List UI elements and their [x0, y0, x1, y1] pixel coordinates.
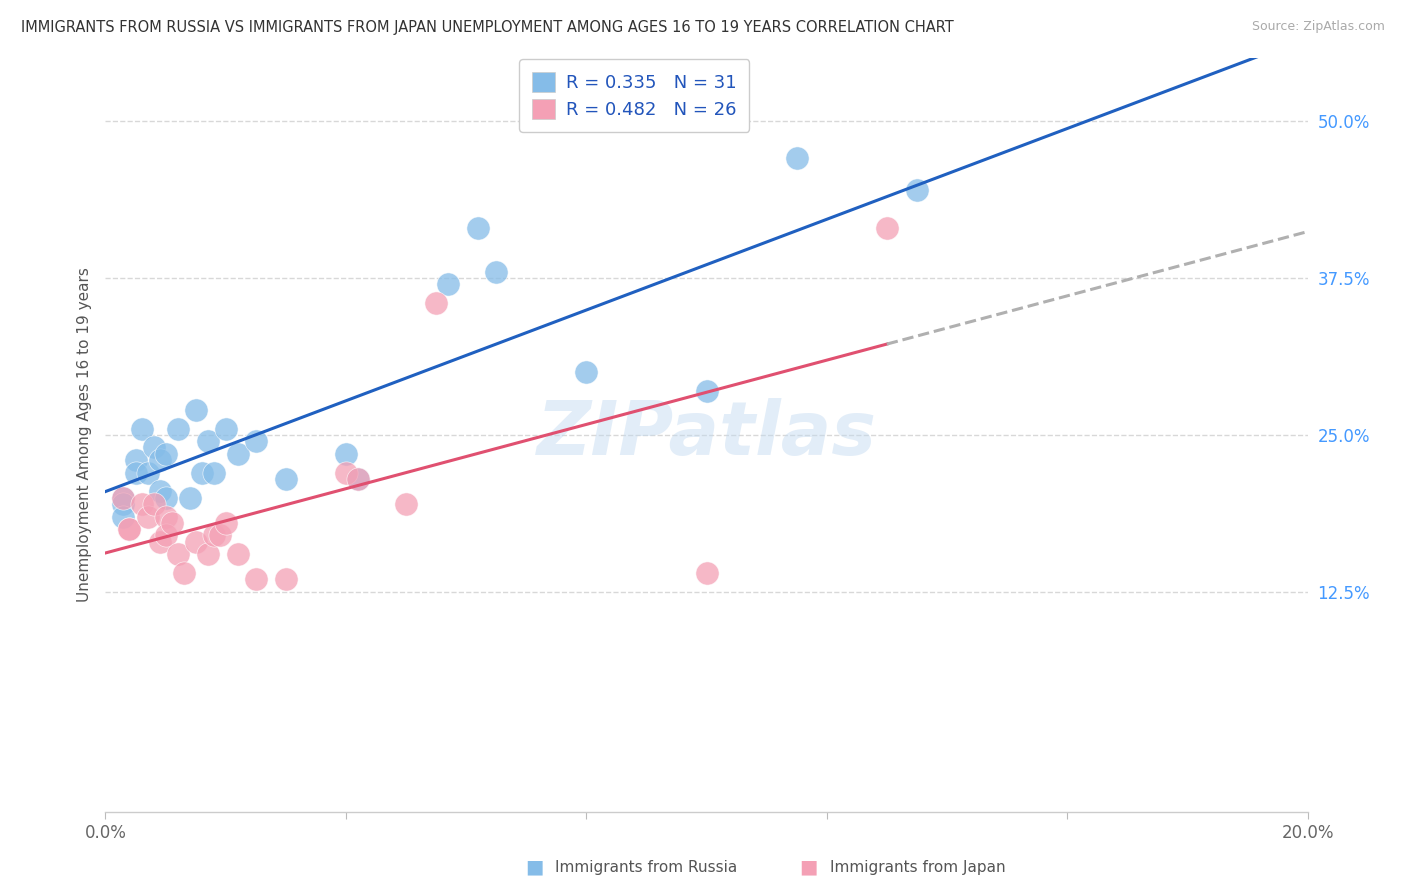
Point — [184, 402, 207, 417]
Point — [166, 547, 188, 561]
Text: ■: ■ — [524, 857, 544, 877]
Point — [696, 384, 718, 398]
Text: Immigrants from Japan: Immigrants from Japan — [830, 860, 1005, 874]
Point — [148, 453, 170, 467]
Point — [226, 547, 249, 561]
Point — [136, 466, 159, 480]
Point — [202, 466, 225, 480]
Point — [335, 466, 357, 480]
Point — [148, 484, 170, 499]
Point — [274, 572, 297, 586]
Point — [347, 472, 370, 486]
Point — [190, 466, 212, 480]
Legend: R = 0.335   N = 31, R = 0.482   N = 26: R = 0.335 N = 31, R = 0.482 N = 26 — [519, 60, 749, 132]
Point — [136, 509, 159, 524]
Point — [696, 566, 718, 580]
Point — [184, 534, 207, 549]
Text: IMMIGRANTS FROM RUSSIA VS IMMIGRANTS FROM JAPAN UNEMPLOYMENT AMONG AGES 16 TO 19: IMMIGRANTS FROM RUSSIA VS IMMIGRANTS FRO… — [21, 20, 953, 35]
Point — [395, 497, 418, 511]
Point — [155, 447, 177, 461]
Point — [155, 491, 177, 505]
Y-axis label: Unemployment Among Ages 16 to 19 years: Unemployment Among Ages 16 to 19 years — [76, 268, 91, 602]
Point — [131, 421, 153, 435]
Point — [124, 466, 146, 480]
Text: Source: ZipAtlas.com: Source: ZipAtlas.com — [1251, 20, 1385, 33]
Point — [905, 183, 928, 197]
Point — [142, 497, 165, 511]
Point — [118, 522, 141, 536]
Point — [179, 491, 201, 505]
Point — [786, 152, 808, 166]
Point — [173, 566, 195, 580]
Point — [197, 547, 219, 561]
Point — [208, 528, 231, 542]
Point — [214, 421, 236, 435]
Point — [876, 220, 898, 235]
Point — [155, 509, 177, 524]
Point — [202, 528, 225, 542]
Point — [245, 434, 267, 449]
Point — [142, 441, 165, 455]
Point — [166, 421, 188, 435]
Point — [335, 447, 357, 461]
Point — [131, 497, 153, 511]
Point — [467, 220, 489, 235]
Point — [112, 509, 135, 524]
Point — [347, 472, 370, 486]
Point — [245, 572, 267, 586]
Point — [214, 516, 236, 530]
Text: ZIPatlas: ZIPatlas — [537, 399, 876, 471]
Point — [425, 296, 447, 310]
Point — [575, 365, 598, 379]
Point — [148, 534, 170, 549]
Text: Immigrants from Russia: Immigrants from Russia — [555, 860, 738, 874]
Text: ■: ■ — [799, 857, 818, 877]
Point — [155, 528, 177, 542]
Point — [274, 472, 297, 486]
Point — [112, 497, 135, 511]
Point — [485, 264, 508, 278]
Point — [160, 516, 183, 530]
Point — [226, 447, 249, 461]
Point — [197, 434, 219, 449]
Point — [118, 522, 141, 536]
Point — [124, 453, 146, 467]
Point — [437, 277, 460, 291]
Point — [112, 491, 135, 505]
Point — [112, 491, 135, 505]
